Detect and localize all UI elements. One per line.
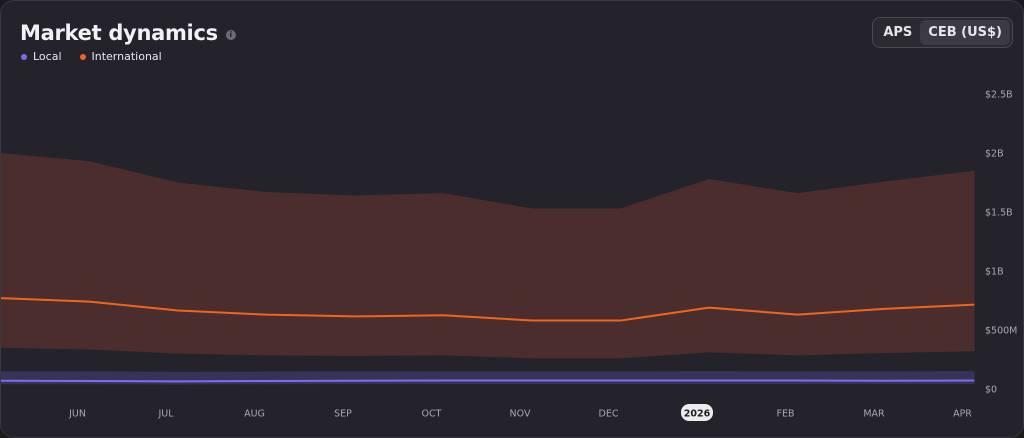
page-title: Market dynamics: [20, 21, 218, 45]
info-icon[interactable]: i: [225, 29, 236, 40]
x-tick-label: SEP: [334, 409, 352, 420]
international-line: [1, 297, 975, 322]
year-badge-bg: [681, 404, 713, 421]
currency-toggle: APS CEB (US$): [872, 17, 1013, 48]
local-band: [1, 371, 975, 385]
international-band: [1, 153, 975, 359]
x-tick-label: JUN: [68, 409, 86, 420]
x-tick-label: APR: [953, 409, 972, 420]
legend-label-local: Local: [33, 50, 62, 63]
y-tick-label: $1.5B: [985, 208, 1013, 219]
legend-item-local[interactable]: Local: [21, 50, 62, 63]
local-line: [1, 379, 975, 383]
toggle-aps-button[interactable]: APS: [883, 25, 913, 40]
y-tick-label: $2B: [985, 149, 1004, 160]
x-tick-label: JUL: [157, 409, 174, 420]
x-tick-label: DEC: [599, 409, 619, 420]
x-tick-label: 2026: [684, 409, 711, 420]
toggle-ceb-button[interactable]: CEB (US$): [920, 20, 1010, 45]
y-tick-label: $2.5B: [985, 90, 1013, 101]
title-row: Market dynamics i: [20, 21, 236, 45]
legend-dot-international: [79, 53, 86, 60]
x-tick-year-badge: 2026: [681, 404, 713, 421]
y-tick-label: $0: [985, 385, 997, 396]
y-tick-label: $500M: [985, 326, 1017, 337]
x-tick-label: FEB: [777, 409, 795, 420]
legend-label-international: International: [91, 50, 162, 63]
x-tick-label: OCT: [422, 409, 442, 420]
legend-dot-local: [21, 53, 27, 60]
y-tick-label: $1B: [985, 267, 1004, 278]
x-tick-label: MAR: [863, 409, 885, 420]
legend: Local International: [21, 50, 162, 63]
legend-item-international[interactable]: International: [79, 50, 162, 63]
x-tick-label: AUG: [244, 409, 265, 420]
x-tick-label: NOV: [510, 409, 531, 420]
